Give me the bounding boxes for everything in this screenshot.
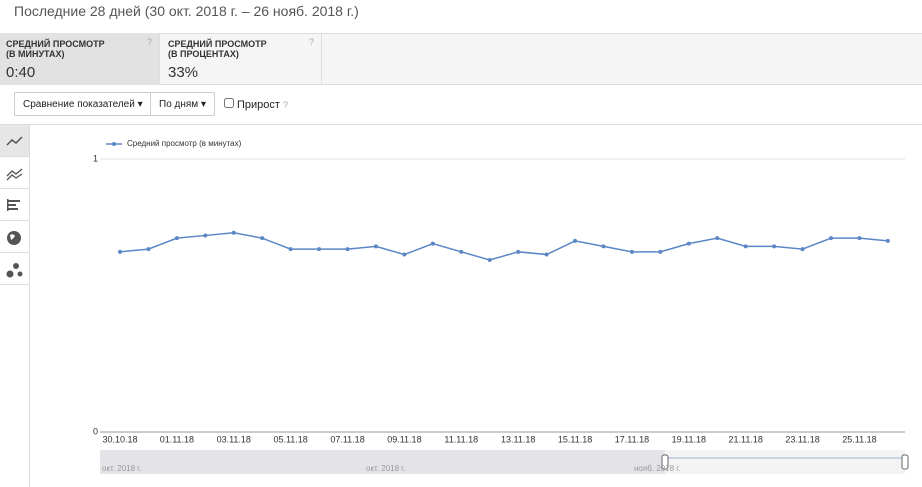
x-tick-label: 30.10.18 xyxy=(102,434,137,444)
point xyxy=(317,247,322,252)
legend-marker xyxy=(112,142,116,146)
point xyxy=(743,244,748,249)
navigator-handle[interactable] xyxy=(901,454,909,470)
dropdown-label: Сравнение показателей xyxy=(23,99,135,110)
point xyxy=(402,252,407,257)
chart: окт. 2018 г. окт. 2018 г. нояб. 2018 г. … xyxy=(93,139,909,474)
point xyxy=(601,244,606,249)
dropdown-label: По дням xyxy=(159,99,199,110)
x-tick-label: 13.11.18 xyxy=(501,434,535,444)
point xyxy=(715,236,720,241)
metric-label: СРЕДНИЙ ПРОСМОТР xyxy=(6,39,105,49)
x-tick-label: 05.11.18 xyxy=(273,434,307,444)
point xyxy=(516,249,521,254)
header-title: Последние 28 дней (30 окт. 2018 г. – 26 … xyxy=(14,3,359,19)
point xyxy=(544,252,549,257)
point xyxy=(629,249,634,254)
series-line xyxy=(119,231,888,261)
x-tick-label: 19.11.18 xyxy=(672,434,706,444)
point xyxy=(345,247,350,252)
point xyxy=(487,258,492,263)
point xyxy=(829,236,833,241)
line-chart-button[interactable] xyxy=(0,125,29,157)
point xyxy=(430,241,435,246)
x-tick-label: 25.11.18 xyxy=(842,434,876,444)
metric-value: 33% xyxy=(168,64,199,81)
point xyxy=(146,247,151,252)
navigator-label: окт. 2018 г. xyxy=(102,464,141,473)
x-tick-label: 01.11.18 xyxy=(160,434,194,444)
point xyxy=(573,238,578,243)
point xyxy=(288,247,293,252)
navigator-label: нояб. 2018 г. xyxy=(634,464,680,473)
point xyxy=(800,247,805,252)
compare-dropdown[interactable]: Сравнение показателей ▾ xyxy=(14,92,152,116)
metric-card[interactable]: СРЕДНИЙ ПРОСМОТР (В ПРОЦЕНТАХ) 33% ? xyxy=(162,33,322,85)
growth-toggle[interactable]: Прирост ? xyxy=(224,98,288,111)
compare-chart-button[interactable] xyxy=(0,157,29,189)
point xyxy=(174,236,179,241)
point xyxy=(231,230,236,235)
x-tick-label: 15.11.18 xyxy=(558,434,592,444)
help-icon[interactable]: ? xyxy=(147,37,153,47)
point xyxy=(772,244,777,249)
x-tick-label: 11.11.18 xyxy=(444,434,478,444)
metric-value: 0:40 xyxy=(6,64,36,81)
bubble-chart-button[interactable] xyxy=(0,253,29,285)
navigator-mask xyxy=(100,450,665,474)
metric-label: СРЕДНИЙ ПРОСМОТР xyxy=(168,39,267,49)
point xyxy=(203,233,208,238)
x-tick-label: 03.11.18 xyxy=(217,434,251,444)
legend-label: Средний просмотр (в минутах) xyxy=(127,139,242,148)
bar-chart-button[interactable] xyxy=(0,189,29,221)
x-tick-label: 09.11.18 xyxy=(387,434,421,444)
point xyxy=(857,236,862,241)
divider xyxy=(0,124,922,125)
point xyxy=(459,249,464,254)
map-button[interactable] xyxy=(0,221,29,253)
x-tick-label: 07.11.18 xyxy=(330,434,364,444)
metric-sublabel: (В МИНУТАХ) xyxy=(6,49,65,59)
help-icon[interactable]: ? xyxy=(309,37,315,47)
navigator-handle[interactable] xyxy=(661,454,669,470)
x-tick-label: 21.11.18 xyxy=(728,434,762,444)
navigator-label: окт. 2018 г. xyxy=(366,464,405,473)
metric-sublabel: (В ПРОЦЕНТАХ) xyxy=(168,49,239,59)
sidebar-border xyxy=(29,125,30,487)
point xyxy=(118,249,122,254)
metric-card[interactable]: СРЕДНИЙ ПРОСМОТР (В МИНУТАХ) 0:40 ? xyxy=(0,33,160,85)
x-tick-label: 17.11.18 xyxy=(615,434,649,444)
point xyxy=(260,236,265,241)
point xyxy=(686,241,691,246)
y-tick-label: 0 xyxy=(93,426,98,436)
point xyxy=(373,244,378,249)
checkbox[interactable] xyxy=(224,98,234,108)
checkbox-label: Прирост xyxy=(237,99,280,111)
y-tick-label: 1 xyxy=(93,153,98,163)
point xyxy=(658,249,663,254)
x-tick-label: 23.11.18 xyxy=(785,434,819,444)
point xyxy=(885,238,890,243)
period-dropdown[interactable]: По дням ▾ xyxy=(150,92,215,116)
